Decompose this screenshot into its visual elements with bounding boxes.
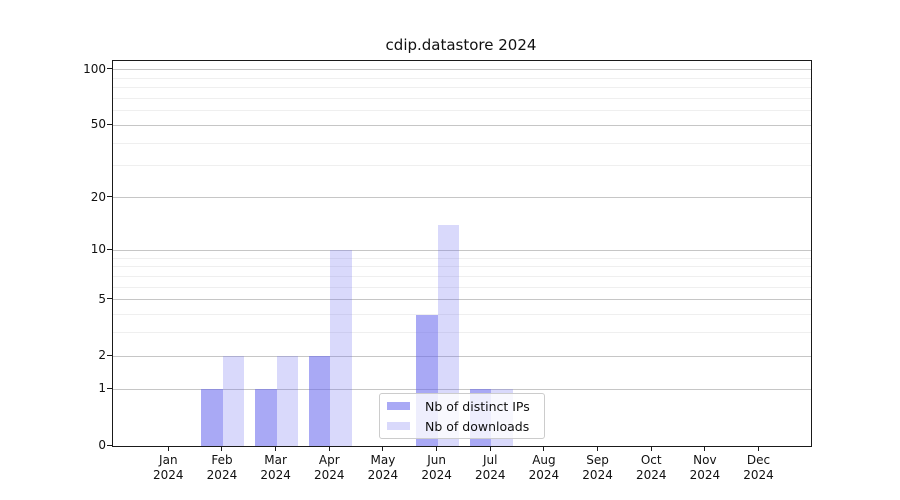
grid-line-major (113, 388, 811, 390)
grid-line-minor (113, 142, 811, 144)
x-tick-mark (543, 446, 545, 451)
x-tick-mark (167, 446, 169, 451)
x-tick-label: Dec 2024 (743, 453, 774, 482)
legend-item-distinct-ips: Nb of distinct IPs (386, 398, 538, 414)
grid-line-minor (113, 257, 811, 259)
x-tick-label: Mar 2024 (260, 453, 291, 482)
y-tick-mark (107, 248, 112, 250)
x-tick-mark (328, 446, 330, 451)
y-tick-label: 5 (98, 291, 106, 306)
grid-line-minor (113, 286, 811, 288)
grid-line-major (113, 355, 811, 357)
grid-line-minor (113, 77, 811, 79)
grid-line-minor (113, 275, 811, 277)
x-tick-label: Oct 2024 (635, 453, 667, 482)
y-tick-mark (107, 123, 112, 125)
legend-swatch-distinct-ips (387, 402, 410, 410)
x-tick-label: Jun 2024 (421, 453, 452, 482)
x-tick-label: Aug 2024 (528, 453, 560, 482)
x-tick-mark (704, 446, 706, 451)
bar-downloads-mar-2024 (276, 356, 299, 446)
legend: Nb of distinct IPs Nb of downloads (379, 393, 545, 439)
x-tick-mark (597, 446, 599, 451)
y-tick-mark (107, 68, 112, 69)
x-tick-mark (650, 446, 652, 451)
grid-line-minor (113, 314, 811, 316)
x-tick-mark (436, 446, 438, 451)
grid-line-minor (113, 266, 811, 268)
y-tick-mark (107, 354, 112, 356)
grid-line-minor (113, 332, 811, 334)
y-tick-mark (107, 444, 112, 446)
x-tick-label: Feb 2024 (206, 453, 238, 482)
grid-line-major (113, 197, 811, 199)
bar-distinct-ips-apr-2024 (308, 356, 331, 446)
grid-line-minor (113, 87, 811, 88)
bar-downloads-apr-2024 (330, 250, 352, 446)
x-tick-label: May 2024 (367, 453, 399, 482)
y-tick-mark (107, 387, 112, 389)
x-tick-mark (221, 446, 223, 451)
grid-line-minor (113, 165, 811, 167)
y-tick-label: 1 (98, 381, 106, 396)
y-tick-label: 2 (98, 348, 106, 363)
y-tick-label: 100 (83, 61, 106, 76)
y-tick-label: 0 (98, 438, 106, 452)
x-tick-label: Apr 2024 (313, 453, 345, 482)
legend-label-distinct-ips: Nb of distinct IPs (425, 398, 530, 414)
x-tick-label: Nov 2024 (689, 453, 721, 482)
chart-title: cdip.datastore 2024 (385, 36, 537, 54)
y-tick-label: 10 (90, 242, 106, 257)
grid-line-minor (113, 97, 811, 99)
legend-swatch-downloads (387, 422, 410, 430)
grid-line-minor (113, 110, 811, 112)
grid-line-major (113, 299, 811, 301)
x-tick-mark (382, 446, 384, 451)
bar-distinct-ips-feb-2024 (201, 389, 223, 446)
legend-item-downloads: Nb of downloads (386, 418, 538, 434)
grid-line-major (113, 249, 811, 251)
x-tick-mark (275, 446, 277, 451)
legend-label-downloads: Nb of downloads (425, 418, 530, 434)
y-tick-mark (107, 298, 112, 300)
y-tick-mark (107, 196, 112, 198)
x-tick-mark (489, 446, 491, 451)
plot-area: Nb of distinct IPs Nb of downloads (112, 60, 812, 447)
bar-downloads-jun-2024 (437, 225, 460, 446)
x-tick-mark (758, 446, 760, 451)
grid-line-major (113, 69, 811, 70)
bar-downloads-feb-2024 (222, 356, 245, 446)
grid-line-major (113, 124, 811, 126)
x-tick-label: Jan 2024 (153, 453, 184, 482)
x-tick-label: Sep 2024 (582, 453, 613, 482)
x-tick-label: Jul 2024 (474, 453, 506, 482)
bar-distinct-ips-mar-2024 (255, 389, 277, 446)
y-tick-label: 20 (90, 189, 106, 204)
y-tick-label: 50 (90, 117, 106, 132)
